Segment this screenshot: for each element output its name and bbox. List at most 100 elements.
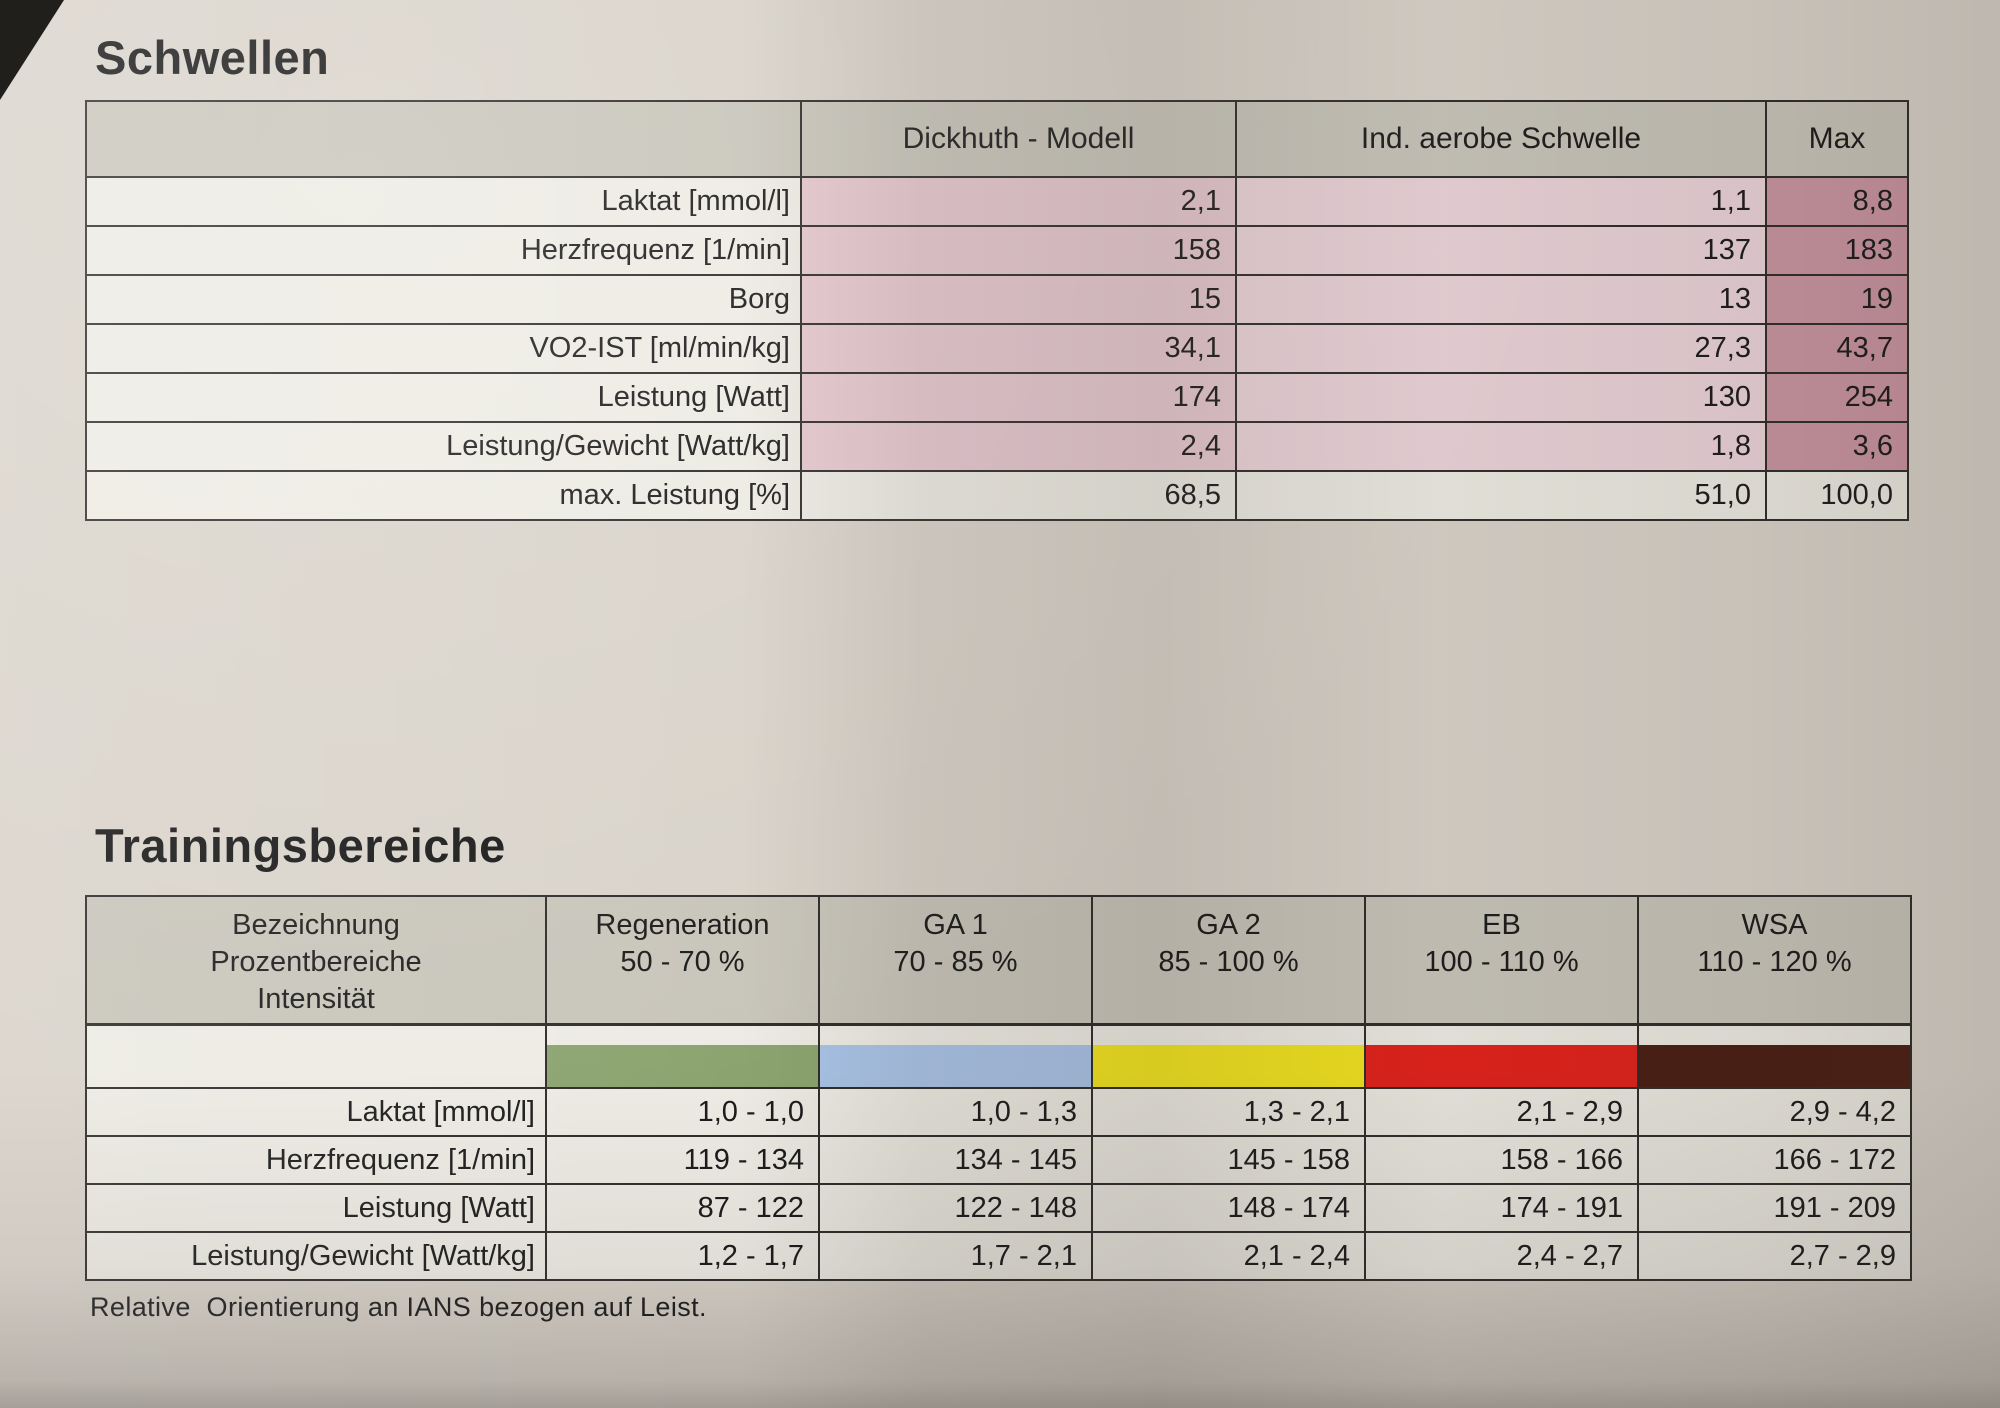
table-row: Leistung/Gewicht [Watt/kg] 1,2 - 1,7 1,7… [85, 1231, 1912, 1281]
cell-ind-aerobe: 130 [1235, 372, 1767, 423]
zone-color-regeneration [548, 1045, 817, 1086]
cell-ga2: 1,3 - 2,1 [1091, 1087, 1366, 1137]
row-label: VO2-IST [ml/min/kg] [85, 323, 802, 374]
cell-max: 183 [1765, 225, 1909, 276]
row-label: Laktat [mmol/l] [85, 1087, 547, 1137]
cell-wsa: 2,7 - 2,9 [1637, 1231, 1912, 1281]
cell-ind-aerobe: 27,3 [1235, 323, 1767, 374]
cell-regeneration: 1,2 - 1,7 [545, 1231, 820, 1281]
zone-header-ga1: GA 1 70 - 85 % [818, 895, 1093, 1026]
zone-header-wsa: WSA 110 - 120 % [1637, 895, 1912, 1026]
cell-ga2: 145 - 158 [1091, 1135, 1366, 1185]
cell-wsa: 191 - 209 [1637, 1183, 1912, 1233]
table-row: Laktat [mmol/l] 1,0 - 1,0 1,0 - 1,3 1,3 … [85, 1087, 1912, 1137]
zone-range: 50 - 70 % [620, 946, 745, 978]
zone-color-ga1 [821, 1045, 1090, 1086]
cell-regeneration: 119 - 134 [545, 1135, 820, 1185]
cell-ind-aerobe: 1,8 [1235, 421, 1767, 472]
row-label: Leistung [Watt] [85, 372, 802, 423]
zone-color-cell [1364, 1023, 1639, 1089]
zone-color-cell [1091, 1023, 1366, 1089]
cell-dickhuth: 158 [800, 225, 1237, 276]
table-row: Leistung/Gewicht [Watt/kg] 2,4 1,8 3,6 [85, 421, 1909, 472]
table-row: Leistung [Watt] 174 130 254 [85, 372, 1909, 423]
row-label: max. Leistung [%] [85, 470, 802, 521]
cell-dickhuth: 34,1 [800, 323, 1237, 374]
zone-range: 85 - 100 % [1158, 946, 1299, 978]
table-row: max. Leistung [%] 68,5 51,0 100,0 [85, 470, 1909, 521]
row-label: Laktat [mmol/l] [85, 176, 802, 227]
cell-dickhuth: 2,4 [800, 421, 1237, 472]
zone-color-empty-cell [85, 1023, 547, 1089]
schwellen-header-row: Dickhuth - Modell Ind. aerobe Schwelle M… [85, 100, 1909, 178]
row-label: Leistung/Gewicht [Watt/kg] [85, 421, 802, 472]
cell-ga1: 122 - 148 [818, 1183, 1093, 1233]
cell-dickhuth: 174 [800, 372, 1237, 423]
row-header-line: Intensität [257, 983, 375, 1015]
zone-color-ga2 [1094, 1045, 1363, 1086]
cell-ga1: 1,0 - 1,3 [818, 1087, 1093, 1137]
trainingsbereiche-title: Trainingsbereiche [95, 819, 506, 872]
cell-max: 254 [1765, 372, 1909, 423]
cell-max: 3,6 [1765, 421, 1909, 472]
cell-ind-aerobe: 137 [1235, 225, 1767, 276]
photo-corner-edge [0, 0, 64, 100]
zone-name: GA 1 [923, 909, 988, 941]
schwellen-header-dickhuth: Dickhuth - Modell [800, 100, 1237, 178]
table-row: Borg 15 13 19 [85, 274, 1909, 325]
cell-ind-aerobe: 51,0 [1235, 470, 1767, 521]
cell-eb: 174 - 191 [1364, 1183, 1639, 1233]
table-row: Leistung [Watt] 87 - 122 122 - 148 148 -… [85, 1183, 1912, 1233]
zone-range: 110 - 120 % [1697, 946, 1852, 978]
row-label: Herzfrequenz [1/min] [85, 225, 802, 276]
zone-header-ga2: GA 2 85 - 100 % [1091, 895, 1366, 1026]
schwellen-title: Schwellen [95, 31, 330, 84]
cell-regeneration: 1,0 - 1,0 [545, 1087, 820, 1137]
zone-header-regeneration: Regeneration 50 - 70 % [545, 895, 820, 1026]
row-label: Leistung [Watt] [85, 1183, 547, 1233]
cell-ga1: 134 - 145 [818, 1135, 1093, 1185]
zone-color-cell [545, 1023, 820, 1089]
schwellen-header-ind-aerobe: Ind. aerobe Schwelle [1235, 100, 1767, 178]
cell-max: 43,7 [1765, 323, 1909, 374]
zones-header-row: Bezeichnung Prozentbereiche Intensität R… [85, 895, 1912, 1026]
zone-color-eb [1367, 1045, 1636, 1086]
trainingsbereiche-table: Bezeichnung Prozentbereiche Intensität R… [85, 895, 1912, 1281]
cell-ind-aerobe: 1,1 [1235, 176, 1767, 227]
footnote-text: Relative Orientierung an IANS bezogen au… [90, 1292, 707, 1322]
cell-ga2: 2,1 - 2,4 [1091, 1231, 1366, 1281]
cell-wsa: 166 - 172 [1637, 1135, 1912, 1185]
schwellen-header-empty [85, 100, 802, 178]
schwellen-table: Dickhuth - Modell Ind. aerobe Schwelle M… [85, 100, 1909, 521]
row-header-line: Bezeichnung [232, 909, 400, 941]
cell-wsa: 2,9 - 4,2 [1637, 1087, 1912, 1137]
cell-dickhuth: 15 [800, 274, 1237, 325]
cell-max: 19 [1765, 274, 1909, 325]
zone-color-wsa [1640, 1045, 1909, 1086]
cell-regeneration: 87 - 122 [545, 1183, 820, 1233]
zone-range: 100 - 110 % [1424, 946, 1579, 978]
zone-name: Regeneration [595, 909, 770, 941]
cell-eb: 2,1 - 2,9 [1364, 1087, 1639, 1137]
table-row: VO2-IST [ml/min/kg] 34,1 27,3 43,7 [85, 323, 1909, 374]
zone-color-cell [1637, 1023, 1912, 1089]
cell-ga2: 148 - 174 [1091, 1183, 1366, 1233]
row-label: Herzfrequenz [1/min] [85, 1135, 547, 1185]
cell-dickhuth: 68,5 [800, 470, 1237, 521]
cell-ga1: 1,7 - 2,1 [818, 1231, 1093, 1281]
row-header-line: Prozentbereiche [210, 946, 422, 978]
row-label: Leistung/Gewicht [Watt/kg] [85, 1231, 547, 1281]
zones-row-header: Bezeichnung Prozentbereiche Intensität [85, 895, 547, 1026]
schwellen-header-max: Max [1765, 100, 1909, 178]
zone-header-eb: EB 100 - 110 % [1364, 895, 1639, 1026]
zone-color-row [85, 1023, 1912, 1089]
table-row: Herzfrequenz [1/min] 158 137 183 [85, 225, 1909, 276]
row-label: Borg [85, 274, 802, 325]
zone-name: GA 2 [1196, 909, 1261, 941]
zone-range: 70 - 85 % [893, 946, 1018, 978]
zone-name: EB [1482, 909, 1521, 941]
cell-dickhuth: 2,1 [800, 176, 1237, 227]
cell-max: 100,0 [1765, 470, 1909, 521]
table-row: Herzfrequenz [1/min] 119 - 134 134 - 145… [85, 1135, 1912, 1185]
